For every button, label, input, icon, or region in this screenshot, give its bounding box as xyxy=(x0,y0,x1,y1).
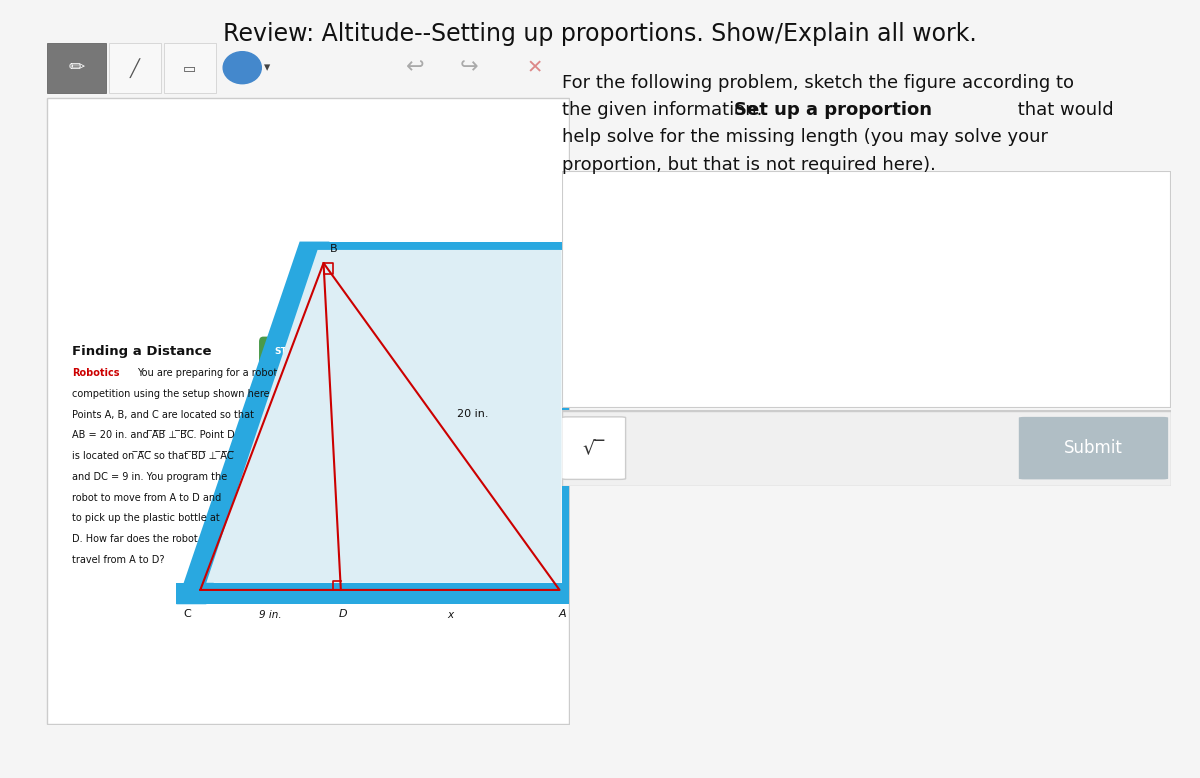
Text: ▭: ▭ xyxy=(184,61,197,75)
Text: is located on ̅A̅C̅ so that ̅B̅D̅ ⊥ ̅A̅C̅: is located on ̅A̅C̅ so that ̅B̅D̅ ⊥ ̅A̅C… xyxy=(72,451,234,461)
Text: Set up a proportion: Set up a proportion xyxy=(734,101,932,119)
FancyBboxPatch shape xyxy=(163,43,216,93)
Text: Finding a Distance: Finding a Distance xyxy=(72,345,211,358)
Text: x: x xyxy=(448,610,454,620)
FancyBboxPatch shape xyxy=(562,417,625,479)
Text: You are preparing for a robotics: You are preparing for a robotics xyxy=(137,368,290,378)
Text: Review: Altitude--Setting up proportions. Show/Explain all work.: Review: Altitude--Setting up proportions… xyxy=(223,22,977,46)
FancyBboxPatch shape xyxy=(47,98,569,724)
Text: and DC = 9 in. You program the: and DC = 9 in. You program the xyxy=(72,471,227,482)
Text: to pick up the plastic bottle at: to pick up the plastic bottle at xyxy=(72,513,220,524)
Polygon shape xyxy=(176,583,570,605)
FancyBboxPatch shape xyxy=(47,43,107,93)
Text: A: A xyxy=(558,609,566,619)
Text: ✕: ✕ xyxy=(526,58,542,77)
Text: competition using the setup shown here.: competition using the setup shown here. xyxy=(72,389,272,399)
Text: ▾: ▾ xyxy=(264,61,270,74)
Text: help solve for the missing length (you may solve your: help solve for the missing length (you m… xyxy=(562,128,1048,146)
Text: 9 in.: 9 in. xyxy=(259,610,282,620)
Text: that would: that would xyxy=(1012,101,1114,119)
Text: D: D xyxy=(340,609,348,619)
Text: D. How far does the robot: D. How far does the robot xyxy=(72,534,198,544)
Text: ✏: ✏ xyxy=(68,58,85,77)
Circle shape xyxy=(223,51,262,84)
Text: robot to move from A to D and: robot to move from A to D and xyxy=(72,492,221,503)
Polygon shape xyxy=(206,250,562,583)
Text: 20 in.: 20 in. xyxy=(457,409,488,419)
Polygon shape xyxy=(176,241,330,605)
Text: STEM: STEM xyxy=(275,346,302,356)
Text: Submit: Submit xyxy=(1064,439,1123,457)
Text: For the following problem, sketch the figure according to: For the following problem, sketch the fi… xyxy=(562,74,1074,92)
Text: ╱: ╱ xyxy=(130,58,140,78)
FancyBboxPatch shape xyxy=(259,337,317,366)
FancyBboxPatch shape xyxy=(109,43,161,93)
Text: √‾: √‾ xyxy=(582,439,605,457)
Text: Points A, B, and C are located so that: Points A, B, and C are located so that xyxy=(72,409,254,419)
Text: the given information.: the given information. xyxy=(562,101,774,119)
Text: ↩: ↩ xyxy=(406,58,425,78)
Text: B: B xyxy=(330,244,338,254)
Text: travel from A to D?: travel from A to D? xyxy=(72,555,164,565)
Polygon shape xyxy=(562,241,570,605)
Text: AB = 20 in. and ̅A̅B̅ ⊥ ̅B̅C̅. Point D: AB = 20 in. and ̅A̅B̅ ⊥ ̅B̅C̅. Point D xyxy=(72,430,234,440)
Text: proportion, but that is not required here).: proportion, but that is not required her… xyxy=(562,156,936,173)
Text: C: C xyxy=(184,609,191,619)
Polygon shape xyxy=(300,241,570,250)
FancyBboxPatch shape xyxy=(1019,417,1168,479)
Text: ↪: ↪ xyxy=(460,58,478,78)
Text: Robotics: Robotics xyxy=(72,368,119,378)
